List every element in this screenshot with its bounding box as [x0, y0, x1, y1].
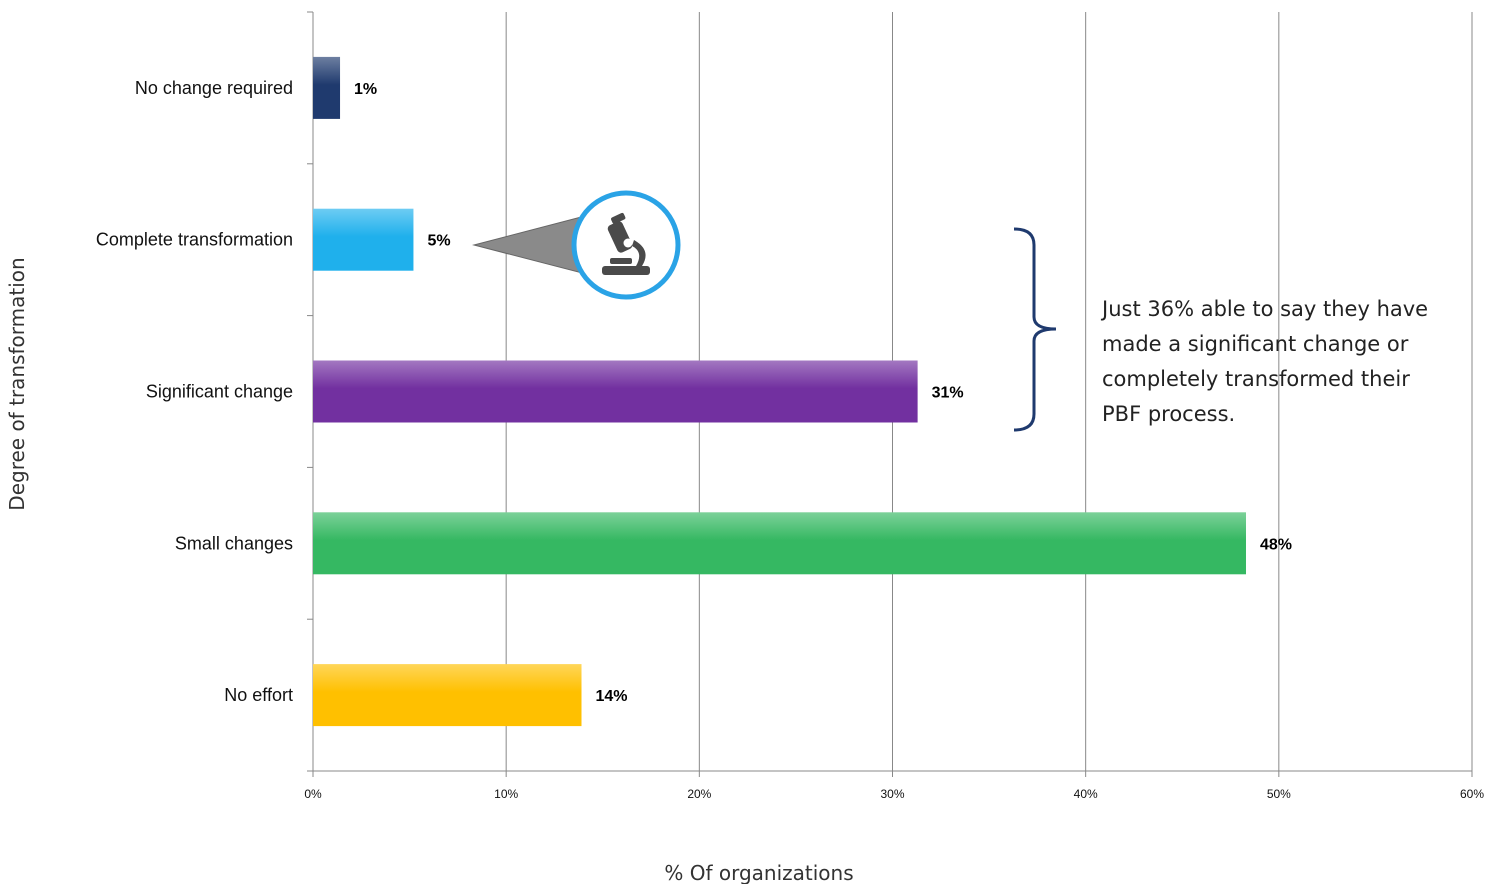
value-label: 1%: [354, 81, 377, 98]
value-label: 5%: [427, 233, 450, 250]
annotation-line: Just 36% able to say they have: [1102, 297, 1429, 321]
value-label: 14%: [596, 688, 628, 705]
bar: [313, 512, 1246, 575]
annotation-line: PBF process.: [1102, 402, 1236, 426]
x-tick-label: 50%: [1267, 787, 1291, 801]
bars: [313, 56, 1246, 727]
bar: [313, 360, 918, 423]
x-tick-label: 0%: [304, 787, 322, 801]
value-label: 48%: [1260, 536, 1292, 553]
x-tick-label: 20%: [687, 787, 711, 801]
value-label: 31%: [932, 385, 964, 402]
x-tick-label: 30%: [880, 787, 904, 801]
bar: [313, 56, 341, 119]
microscope-badge: [571, 190, 681, 300]
bar: [313, 664, 582, 727]
category-label: Complete transformation: [96, 230, 293, 250]
labels: 0% 10% 20% 30% 40% 50% 60% No change required 1%…: [96, 78, 1484, 801]
category-label: Significant change: [146, 382, 293, 402]
annotation-text: Just 36% able to say they have made a si…: [1102, 292, 1462, 432]
x-tick-label: 40%: [1074, 787, 1098, 801]
microscope-icon: [602, 212, 650, 275]
category-label: No change required: [135, 78, 293, 98]
bar: [313, 208, 414, 271]
x-tick-label: 60%: [1460, 787, 1484, 801]
category-label: Small changes: [175, 533, 293, 553]
category-label: No effort: [224, 685, 293, 705]
annotation-line: completely transformed their: [1102, 367, 1410, 391]
x-axis-title: % Of organizations: [664, 861, 853, 884]
annotation-line: made a significant change or: [1102, 332, 1409, 356]
y-axis-title: Degree of transformation: [5, 257, 29, 510]
x-tick-label: 10%: [494, 787, 518, 801]
annotation-bracket: [1013, 227, 1057, 432]
